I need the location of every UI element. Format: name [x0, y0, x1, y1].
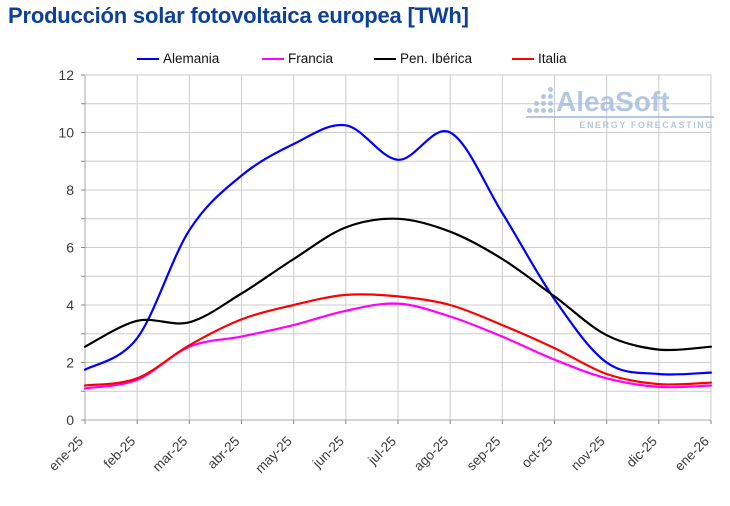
logo-dot: [527, 101, 532, 106]
logo-dot: [540, 100, 546, 106]
logo-dot: [533, 100, 539, 106]
chart-title: Producción solar fotovoltaica europea [T…: [8, 3, 469, 28]
x-axis-tick-label: ago-25: [411, 434, 451, 474]
x-axis-tick-label: ene-25: [46, 434, 86, 474]
x-axis-tick-label: nov-25: [568, 434, 608, 474]
logo-dot: [533, 107, 539, 113]
y-axis-tick-label: 6: [66, 240, 74, 256]
y-axis-tick-label: 2: [66, 355, 74, 371]
x-axis-tick-label: jun-25: [309, 434, 347, 472]
y-axis-tick-label: 0: [66, 412, 74, 428]
logo-dot: [534, 94, 539, 99]
aleasoft-watermark: AleaSoft ENERGY FORECASTING: [526, 86, 714, 130]
aleasoft-dots-logo-icon: [526, 86, 553, 113]
y-axis-tick-label: 10: [58, 125, 74, 141]
logo-dot: [547, 107, 553, 113]
x-axis-tick-label: dic-25: [623, 434, 660, 471]
legend-label-italia: Italia: [538, 51, 567, 66]
x-axis-tick-label: ene-26: [672, 434, 712, 474]
x-axis-tick-label: feb-25: [101, 434, 139, 472]
watermark-brand-row: AleaSoft: [526, 86, 714, 118]
x-axis-tick-label: abr-25: [204, 434, 242, 472]
logo-dot: [547, 100, 553, 106]
logo-dot: [541, 87, 546, 92]
logo-dot: [527, 94, 532, 99]
legend-label-francia: Francia: [288, 51, 334, 66]
logo-dot: [526, 107, 532, 113]
logo-dot: [547, 93, 553, 99]
series-line-alemania: [83, 123, 713, 376]
x-axis-tick-label: mar-25: [150, 434, 191, 475]
legend-label-pen-ib-rica: Pen. Ibérica: [400, 51, 473, 66]
y-axis-tick-label: 4: [66, 297, 74, 313]
series-line-francia: [83, 302, 713, 390]
series-line-pen-ib-rica: [83, 217, 713, 352]
y-axis-tick-label: 12: [58, 67, 74, 83]
legend-label-alemania: Alemania: [163, 51, 220, 66]
x-axis-tick-label: sep-25: [464, 434, 504, 474]
logo-dot: [534, 87, 539, 92]
logo-dot: [527, 87, 532, 92]
watermark-brand-text: AleaSoft: [556, 86, 670, 117]
logo-dot: [540, 107, 546, 113]
logo-dot: [547, 86, 553, 92]
series-line-italia: [83, 293, 713, 387]
watermark-tagline: ENERGY FORECASTING: [579, 120, 714, 130]
logo-dot: [540, 93, 546, 99]
x-axis-tick-label: jul-25: [364, 434, 399, 469]
y-axis-tick-label: 8: [66, 182, 74, 198]
x-axis-tick-label: may-25: [252, 434, 294, 476]
x-axis-tick-label: oct-25: [518, 434, 555, 471]
